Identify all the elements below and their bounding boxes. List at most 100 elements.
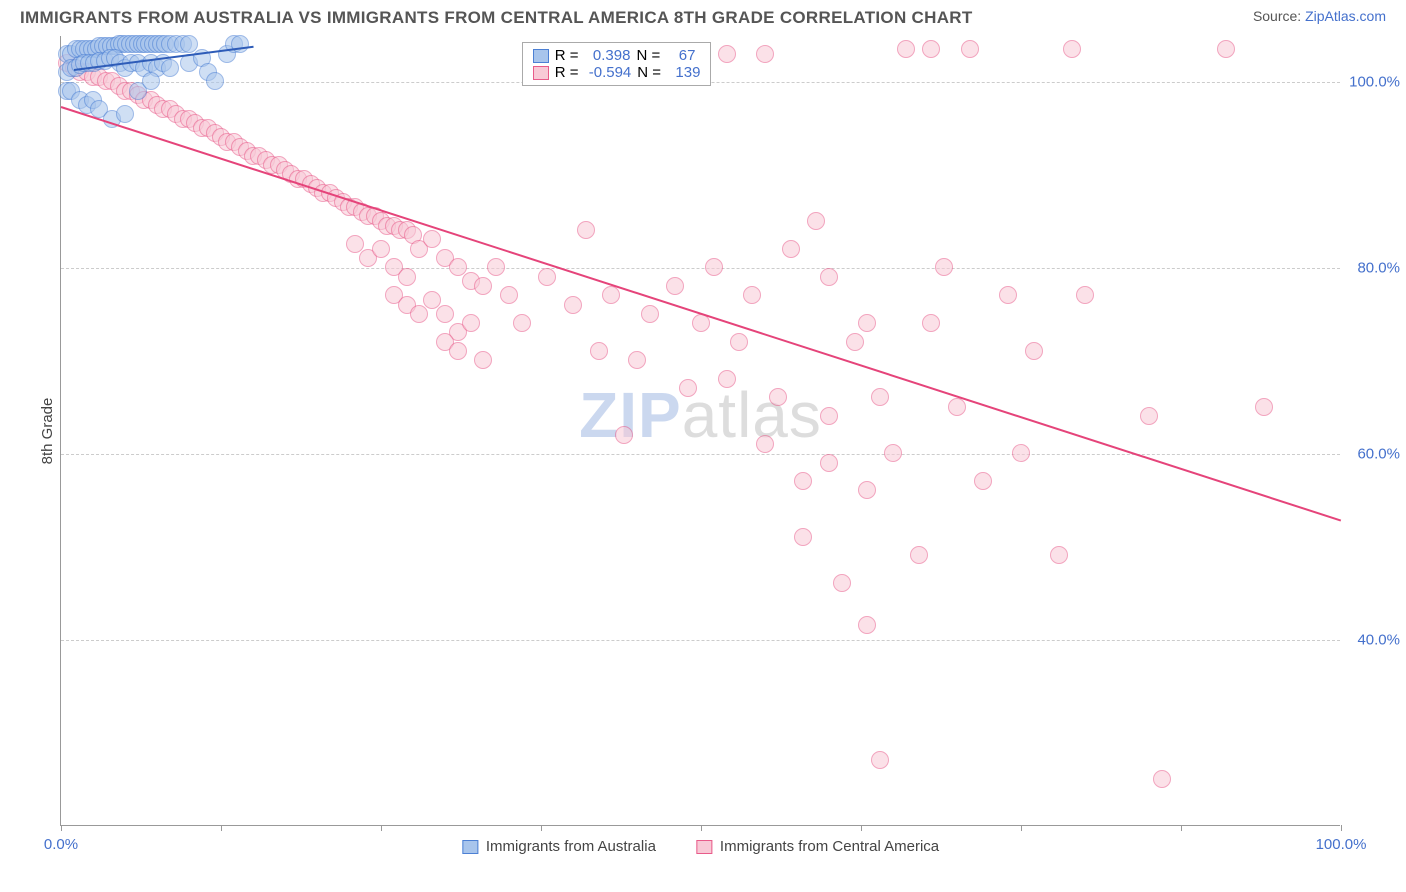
scatter-point-series2 bbox=[922, 314, 940, 332]
scatter-point-series2 bbox=[564, 296, 582, 314]
scatter-point-series2 bbox=[820, 407, 838, 425]
x-tick-label: 0.0% bbox=[44, 836, 78, 853]
source-link[interactable]: ZipAtlas.com bbox=[1305, 8, 1386, 24]
scatter-point-series2 bbox=[705, 258, 723, 276]
scatter-point-series2 bbox=[500, 286, 518, 304]
scatter-point-series2 bbox=[590, 342, 608, 360]
scatter-point-series2 bbox=[846, 333, 864, 351]
series-swatch-icon bbox=[696, 840, 712, 854]
scatter-point-series2 bbox=[474, 351, 492, 369]
scatter-point-series2 bbox=[871, 751, 889, 769]
scatter-point-series2 bbox=[756, 45, 774, 63]
x-tick bbox=[861, 825, 862, 831]
scatter-point-series2 bbox=[794, 472, 812, 490]
trendline-series2 bbox=[61, 106, 1342, 521]
scatter-point-series2 bbox=[1012, 444, 1030, 462]
scatter-point-series2 bbox=[436, 305, 454, 323]
x-tick bbox=[1021, 825, 1022, 831]
x-tick bbox=[381, 825, 382, 831]
scatter-point-series2 bbox=[513, 314, 531, 332]
legend-item-series2: Immigrants from Central America bbox=[696, 838, 939, 855]
scatter-point-series2 bbox=[858, 314, 876, 332]
scatter-point-series2 bbox=[743, 286, 761, 304]
scatter-point-series2 bbox=[794, 528, 812, 546]
gridline bbox=[61, 640, 1340, 641]
scatter-point-series2 bbox=[628, 351, 646, 369]
scatter-point-series2 bbox=[398, 268, 416, 286]
series-swatch-icon bbox=[462, 840, 478, 854]
scatter-point-series2 bbox=[602, 286, 620, 304]
series-swatch-icon bbox=[533, 49, 549, 63]
scatter-point-series2 bbox=[462, 314, 480, 332]
scatter-point-series2 bbox=[756, 435, 774, 453]
series-swatch-icon bbox=[533, 66, 549, 80]
scatter-point-series2 bbox=[1217, 40, 1235, 58]
scatter-point-series1 bbox=[206, 72, 224, 90]
x-axis-legend: Immigrants from Australia Immigrants from… bbox=[462, 838, 939, 855]
scatter-point-series2 bbox=[769, 388, 787, 406]
scatter-point-series2 bbox=[897, 40, 915, 58]
scatter-point-series2 bbox=[1140, 407, 1158, 425]
scatter-point-series2 bbox=[474, 277, 492, 295]
scatter-point-series2 bbox=[718, 45, 736, 63]
scatter-point-series2 bbox=[487, 258, 505, 276]
scatter-point-series2 bbox=[922, 40, 940, 58]
chart-area: 8th Grade ZIPatlas 40.0%60.0%80.0%100.0%… bbox=[60, 36, 1386, 826]
source-label: Source: ZipAtlas.com bbox=[1253, 8, 1386, 24]
scatter-point-series2 bbox=[820, 454, 838, 472]
legend-item-series1: Immigrants from Australia bbox=[462, 838, 656, 855]
y-axis-label: 8th Grade bbox=[39, 398, 56, 465]
y-tick-label: 80.0% bbox=[1357, 260, 1400, 277]
scatter-point-series2 bbox=[782, 240, 800, 258]
x-tick bbox=[541, 825, 542, 831]
correlation-stats-box: R = 0.398 N = 67 R = -0.594 N = 139 bbox=[522, 42, 712, 86]
x-tick bbox=[701, 825, 702, 831]
scatter-point-series2 bbox=[871, 388, 889, 406]
gridline bbox=[61, 268, 1340, 269]
x-tick-label: 100.0% bbox=[1316, 836, 1367, 853]
scatter-point-series2 bbox=[858, 616, 876, 634]
scatter-point-series2 bbox=[718, 370, 736, 388]
x-tick bbox=[221, 825, 222, 831]
scatter-point-series2 bbox=[910, 546, 928, 564]
scatter-point-series2 bbox=[577, 221, 595, 239]
scatter-point-series2 bbox=[1153, 770, 1171, 788]
scatter-point-series2 bbox=[884, 444, 902, 462]
scatter-point-series2 bbox=[1255, 398, 1273, 416]
scatter-point-series2 bbox=[423, 230, 441, 248]
scatter-point-series2 bbox=[1025, 342, 1043, 360]
scatter-point-series2 bbox=[538, 268, 556, 286]
scatter-point-series2 bbox=[858, 481, 876, 499]
watermark: ZIPatlas bbox=[579, 378, 822, 452]
gridline bbox=[61, 454, 1340, 455]
scatter-point-series2 bbox=[948, 398, 966, 416]
scatter-point-series2 bbox=[615, 426, 633, 444]
x-tick bbox=[1181, 825, 1182, 831]
stats-row: R = -0.594 N = 139 bbox=[533, 64, 701, 81]
scatter-point-series1 bbox=[161, 59, 179, 77]
plot-region: ZIPatlas 40.0%60.0%80.0%100.0%0.0%100.0%… bbox=[60, 36, 1340, 826]
scatter-point-series2 bbox=[1076, 286, 1094, 304]
scatter-point-series2 bbox=[999, 286, 1017, 304]
scatter-point-series2 bbox=[730, 333, 748, 351]
y-tick-label: 40.0% bbox=[1357, 632, 1400, 649]
scatter-point-series2 bbox=[410, 305, 428, 323]
x-tick bbox=[61, 825, 62, 831]
scatter-point-series2 bbox=[372, 240, 390, 258]
stats-row: R = 0.398 N = 67 bbox=[533, 47, 701, 64]
scatter-point-series1 bbox=[142, 72, 160, 90]
scatter-point-series1 bbox=[116, 105, 134, 123]
scatter-point-series2 bbox=[974, 472, 992, 490]
scatter-point-series1 bbox=[231, 35, 249, 53]
scatter-point-series2 bbox=[641, 305, 659, 323]
chart-title: IMMIGRANTS FROM AUSTRALIA VS IMMIGRANTS … bbox=[20, 8, 973, 28]
scatter-point-series2 bbox=[449, 342, 467, 360]
scatter-point-series2 bbox=[833, 574, 851, 592]
scatter-point-series2 bbox=[1063, 40, 1081, 58]
scatter-point-series2 bbox=[679, 379, 697, 397]
scatter-point-series2 bbox=[1050, 546, 1068, 564]
scatter-point-series2 bbox=[935, 258, 953, 276]
scatter-point-series2 bbox=[807, 212, 825, 230]
y-tick-label: 60.0% bbox=[1357, 446, 1400, 463]
scatter-point-series2 bbox=[666, 277, 684, 295]
